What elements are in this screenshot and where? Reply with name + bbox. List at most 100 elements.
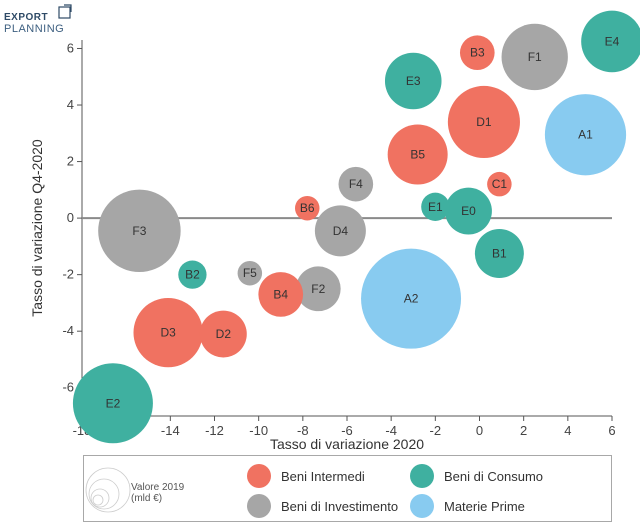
bubble-d3: D3 — [133, 297, 203, 368]
bubble-label: C1 — [492, 177, 508, 191]
bubble-d4: D4 — [314, 205, 366, 257]
bubble-circle — [581, 10, 640, 73]
bubble-circle — [445, 187, 492, 235]
legend-item-beni-consumo: Beni di Consumo — [410, 464, 543, 488]
size-legend-icon — [85, 467, 131, 513]
bubble-circle — [98, 189, 181, 273]
bubble-label: A1 — [578, 128, 593, 142]
bubble-b3: B3 — [459, 35, 495, 71]
bubble-label: F5 — [243, 266, 257, 280]
x-tick-label: 4 — [564, 423, 571, 438]
bubble-label: B1 — [492, 246, 507, 260]
x-tick-label: -6 — [341, 423, 353, 438]
bubble-b4: B4 — [258, 272, 304, 317]
bubble-label: F2 — [311, 282, 325, 296]
bubble-label: A2 — [404, 292, 419, 306]
bubble-e1: E1 — [421, 192, 450, 221]
bubble-a2: A2 — [361, 248, 462, 349]
legend: Valore 2019 (mld €) Beni Intermedi Beni … — [83, 455, 612, 522]
bubble-circle — [178, 260, 207, 289]
bubble-label: D2 — [216, 327, 232, 341]
bubble-circle — [474, 228, 524, 278]
bubble-b2: B2 — [178, 260, 207, 289]
x-tick-label: -2 — [430, 423, 442, 438]
bubble-label: E3 — [406, 74, 421, 88]
x-tick-label: 6 — [608, 423, 615, 438]
bubble-label: B5 — [410, 147, 425, 161]
x-tick-label: 2 — [520, 423, 527, 438]
bubble-label: D3 — [160, 326, 176, 340]
bubble-e2: E2 — [72, 363, 153, 444]
legend-item-materie-prime: Materie Prime — [410, 494, 525, 518]
x-axis-label: Tasso di variazione 2020 — [270, 436, 424, 452]
y-tick-label: -6 — [62, 380, 74, 395]
bubble-circle — [133, 297, 203, 368]
bubble-circle — [421, 192, 450, 221]
legend-label: Beni di Investimento — [281, 498, 399, 514]
bubble-circle — [387, 124, 448, 185]
bubble-circle — [384, 52, 442, 110]
y-tick-label: 0 — [67, 210, 74, 225]
legend-swatch-beni-consumo — [410, 464, 434, 488]
bubble-e0: E0 — [445, 187, 492, 235]
y-tick-label: 4 — [67, 97, 74, 112]
bubble-a1: A1 — [544, 94, 627, 176]
bubble-c1: C1 — [487, 171, 512, 197]
bubble-circle — [447, 85, 520, 159]
bubble-f5: F5 — [237, 260, 263, 286]
bubble-circle — [459, 35, 495, 71]
bubble-f2: F2 — [295, 266, 341, 312]
bubbles: A2 F3 A1 E2 D1 D3 F1 E4 B5 E3 D4 B1 E0 D2 F2 B4 B3 F4 E1 B2… — [72, 10, 640, 444]
x-tick-label: -4 — [385, 423, 397, 438]
legend-item-beni-intermedi: Beni Intermedi — [247, 464, 365, 488]
bubble-circle — [72, 363, 153, 444]
size-legend-line-1: Valore 2019 — [131, 482, 185, 493]
bubble-e4: E4 — [581, 10, 640, 73]
bubble-label: B4 — [273, 287, 288, 301]
size-legend-label: Valore 2019 (mld €) — [131, 482, 201, 504]
bubble-label: E4 — [605, 34, 620, 48]
legend-swatch-materie-prime — [410, 494, 434, 518]
legend-label: Beni di Consumo — [444, 468, 543, 484]
bubble-b5: B5 — [387, 124, 448, 185]
bubble-circle — [258, 272, 304, 317]
bubble-circle — [295, 195, 320, 221]
bubble-label: E1 — [428, 200, 443, 214]
bubble-f1: F1 — [501, 23, 568, 91]
legend-item-beni-investimento: Beni di Investimento — [247, 494, 398, 518]
bubble-e3: E3 — [384, 52, 442, 110]
bubble-label: F4 — [349, 177, 363, 191]
bubble-label: F3 — [132, 224, 146, 238]
logo-text-planning: PLANNING — [4, 23, 65, 35]
bubble-label: B2 — [185, 268, 200, 282]
bubble-circle — [487, 171, 512, 197]
bubble-circle — [314, 205, 366, 257]
bubble-f3: F3 — [98, 189, 181, 273]
bubble-circle — [501, 23, 568, 91]
legend-swatch-beni-intermedi — [247, 464, 271, 488]
x-tick-label: -12 — [205, 423, 224, 438]
legend-swatch-beni-investimento — [247, 494, 271, 518]
bubble-circle — [361, 248, 462, 349]
bubble-circle — [237, 260, 263, 286]
y-tick-label: -4 — [62, 323, 74, 338]
legend-label: Beni Intermedi — [281, 468, 365, 484]
x-tick-label: -8 — [297, 423, 309, 438]
legend-label: Materie Prime — [444, 498, 525, 514]
bubble-label: E0 — [461, 204, 476, 218]
bubble-label: D1 — [476, 115, 492, 129]
bubble-d1: D1 — [447, 85, 520, 159]
y-axis-label: Tasso di variazione Q4-2020 — [29, 139, 45, 317]
y-tick-label: -2 — [62, 267, 74, 282]
logo-mark-icon — [58, 4, 72, 19]
bubble-circle — [199, 310, 247, 358]
bubble-label: E2 — [106, 396, 121, 410]
logo: EXPORT PLANNING — [4, 4, 74, 40]
x-tick-label: -10 — [249, 423, 268, 438]
size-legend-line-2: (mld €) — [131, 493, 163, 504]
bubble-f4: F4 — [338, 166, 374, 202]
bubble-b6: B6 — [295, 195, 320, 221]
bubble-circle — [338, 166, 374, 202]
bubble-b1: B1 — [474, 228, 524, 278]
y-tick-label: 6 — [67, 40, 74, 55]
